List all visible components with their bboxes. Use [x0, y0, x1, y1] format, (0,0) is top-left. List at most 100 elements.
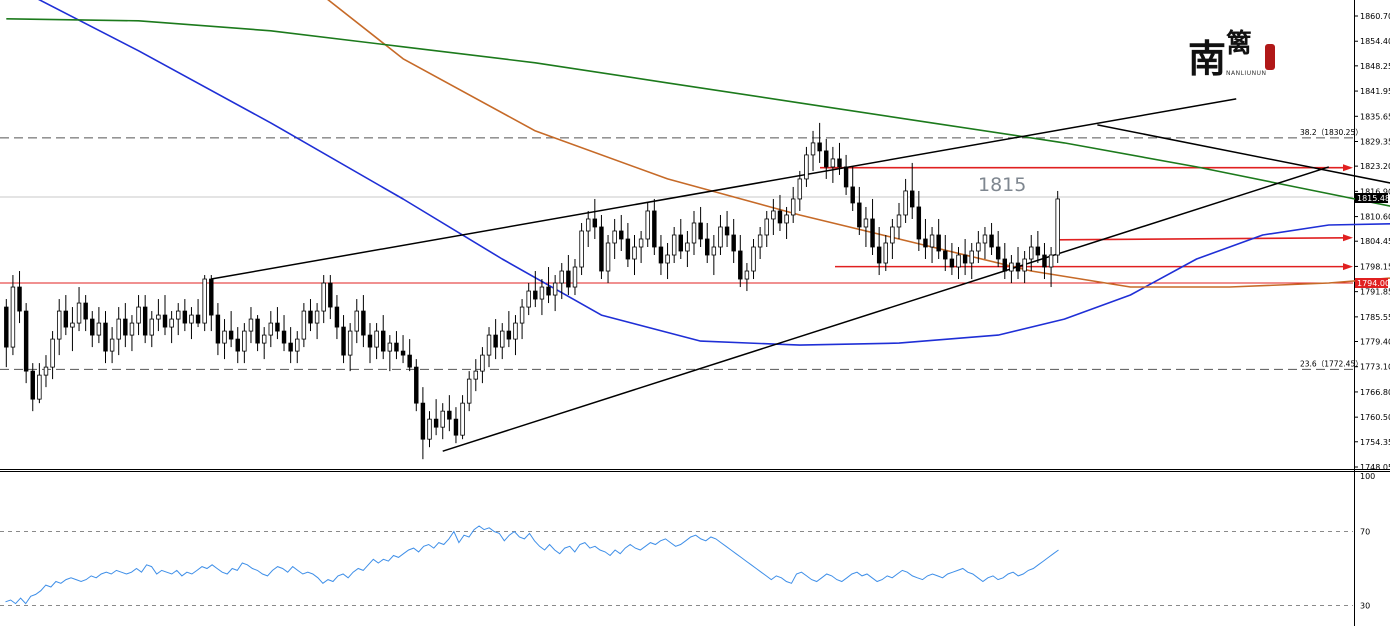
candle-body — [916, 206, 922, 240]
candle-body — [414, 366, 419, 404]
price-tick-label: 1760.50 — [1360, 413, 1390, 422]
candle-body — [328, 282, 333, 308]
candle-body — [982, 234, 988, 244]
current-price-tag — [1355, 193, 1388, 203]
candle-body — [288, 342, 293, 352]
candle-body — [910, 190, 915, 208]
candle-body — [1022, 258, 1027, 272]
candle-body — [142, 306, 148, 336]
price-tick-label: 1804.45 — [1360, 237, 1390, 246]
candle-body — [473, 370, 479, 380]
candle-body — [724, 226, 730, 236]
candle-body — [857, 202, 862, 228]
candle-body — [453, 418, 459, 436]
candle-body — [995, 246, 1001, 260]
current-price-label: 1815.48 — [1357, 194, 1390, 203]
candle-body — [876, 246, 882, 264]
price-tick-label: 1854.40 — [1360, 37, 1390, 46]
candle-body — [579, 230, 584, 268]
candle-body — [255, 318, 260, 344]
candle-body — [235, 338, 240, 352]
candle-body — [447, 410, 452, 420]
candle-body — [962, 254, 968, 264]
candle-body — [837, 158, 842, 168]
oscillator-tick-label: 100 — [1360, 472, 1375, 481]
candle-body — [757, 234, 763, 248]
candle-body — [248, 318, 254, 332]
candle-body — [23, 310, 29, 372]
candle-body — [923, 238, 928, 248]
candle-body — [83, 302, 88, 320]
candle-body — [797, 178, 803, 200]
candle-body — [1002, 258, 1008, 272]
candle-body — [440, 410, 445, 428]
candle-body — [566, 270, 571, 288]
candle-body — [4, 306, 9, 348]
candle-body — [281, 330, 287, 344]
price-tick-label: 1779.40 — [1360, 337, 1390, 346]
logo-glyph-2: 篱 — [1226, 28, 1252, 59]
trendline — [442, 166, 1330, 452]
candle-body — [261, 334, 267, 344]
candle-body — [136, 306, 141, 324]
candle-body — [420, 402, 426, 440]
logo-caption: NANLIUNUN — [1226, 70, 1266, 77]
candle-body — [784, 214, 789, 224]
candle-body — [308, 310, 313, 324]
support-price-tag — [1355, 278, 1388, 288]
candle-body — [658, 246, 664, 264]
price-tick-label: 1829.35 — [1360, 138, 1390, 147]
candle-body — [374, 330, 379, 348]
candle-body — [381, 330, 386, 352]
candle-body — [817, 142, 822, 152]
candlesticks — [4, 122, 1060, 460]
candle-body — [526, 290, 531, 308]
moving-average-line — [38, 0, 1390, 346]
logo-glyph-1: 南 — [1188, 36, 1226, 81]
candle-body — [209, 278, 214, 316]
candle-body — [949, 258, 955, 268]
candle-body — [936, 234, 941, 252]
brand-logo: 南 篱 NANLIUNUN — [1188, 28, 1275, 81]
candle-body — [268, 322, 274, 336]
oscillator-line — [5, 525, 1059, 605]
candle-body — [354, 310, 359, 332]
candle-body — [1048, 254, 1054, 268]
candle-body — [1042, 254, 1047, 268]
candle-body — [777, 210, 783, 224]
candle-body — [605, 242, 611, 272]
candle-body — [843, 166, 849, 188]
candle-body — [189, 314, 194, 324]
candle-body — [103, 322, 108, 352]
candle-body — [896, 214, 902, 228]
trendlines — [211, 98, 1390, 452]
candle-body — [863, 218, 869, 228]
price-tick-label: 1791.85 — [1360, 288, 1390, 297]
candle-body — [665, 254, 670, 264]
price-tick-label: 1816.90 — [1360, 187, 1390, 196]
candle-body — [314, 310, 320, 324]
trendline — [1097, 124, 1390, 184]
candle-body — [367, 334, 373, 348]
candle-body — [433, 418, 439, 428]
candle-body — [222, 330, 227, 344]
candle-body — [685, 242, 690, 252]
candle-body — [400, 350, 406, 356]
candle-body — [70, 322, 75, 328]
candle-body — [394, 342, 399, 352]
candle-body — [552, 282, 558, 296]
target-level-arrowhead — [1343, 234, 1353, 242]
candle-body — [493, 334, 498, 348]
moving-average-line — [327, 0, 1390, 288]
candle-body — [96, 322, 102, 336]
candle-body — [513, 322, 518, 340]
candle-body — [599, 226, 604, 272]
candle-body — [1015, 262, 1021, 272]
candle-body — [242, 330, 247, 352]
candle-body — [275, 322, 280, 332]
price-tick-label: 1798.15 — [1360, 262, 1390, 271]
candle-body — [989, 234, 994, 248]
candle-body — [731, 234, 736, 252]
candle-body — [691, 222, 697, 244]
candle-body — [903, 190, 908, 216]
